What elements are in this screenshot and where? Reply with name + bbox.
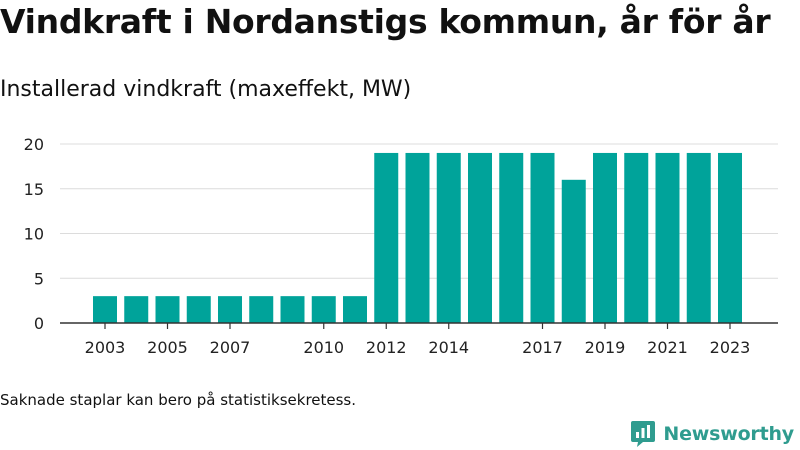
x-axis-ticks: 2003 2005 2007 2010 2012 2014 2017 2019 2021 2023	[85, 323, 751, 357]
x-tick-label: 2010	[303, 338, 344, 357]
y-tick-label: 0	[34, 314, 44, 333]
bar-2007	[218, 296, 242, 323]
bar-2013	[405, 152, 430, 323]
x-tick-label: 2017	[522, 338, 563, 357]
bar-2018	[561, 179, 586, 323]
x-tick-label: 2021	[647, 338, 688, 357]
newsworthy-logo-icon	[631, 421, 656, 447]
x-tick-label: 2012	[366, 338, 407, 357]
bar-2011	[343, 296, 367, 323]
bar-2014	[436, 152, 461, 323]
bar-2023	[718, 152, 742, 323]
chart-subtitle: Installerad vindkraft (maxeffekt, MW)	[0, 77, 412, 102]
bar-2003	[93, 296, 117, 323]
x-tick-label: 2007	[210, 338, 251, 357]
bar-2005	[155, 296, 180, 323]
brand-logo[interactable]: Newsworthy	[630, 420, 794, 448]
x-tick-label: 2003	[85, 338, 126, 357]
x-tick-label: 2005	[147, 338, 188, 357]
x-tick-label: 2019	[585, 338, 626, 357]
brand-name: Newsworthy	[663, 423, 794, 445]
bar-2012	[374, 152, 399, 323]
bar-chart: 0 5 10 15 20 2003 2005 2007 2010 2012 2014 2017 201…	[24, 135, 778, 357]
bar-2009	[280, 296, 305, 323]
bar-2010	[311, 296, 336, 323]
bar-2006	[186, 296, 211, 323]
bar-2020	[624, 152, 649, 323]
y-tick-label: 5	[34, 269, 44, 288]
y-tick-label: 10	[24, 225, 44, 244]
bar-2016	[499, 152, 524, 323]
footnote: Saknade staplar kan bero på statistiksek…	[0, 391, 357, 409]
y-tick-label: 15	[24, 180, 44, 199]
y-axis-ticks: 0 5 10 15 20	[24, 135, 44, 333]
bar-2019	[593, 152, 617, 323]
chart-title: Vindkraft i Nordanstigs kommun, år för å…	[0, 2, 771, 41]
bar-2017	[530, 152, 555, 323]
bar-2022	[686, 152, 711, 323]
bar-2015	[468, 152, 492, 323]
bar-2008	[249, 296, 274, 323]
x-tick-label: 2023	[710, 338, 751, 357]
y-tick-label: 20	[24, 135, 44, 154]
x-tick-label: 2014	[428, 338, 469, 357]
bar-2021	[655, 152, 680, 323]
bar-2004	[124, 296, 149, 323]
bars	[93, 152, 742, 323]
